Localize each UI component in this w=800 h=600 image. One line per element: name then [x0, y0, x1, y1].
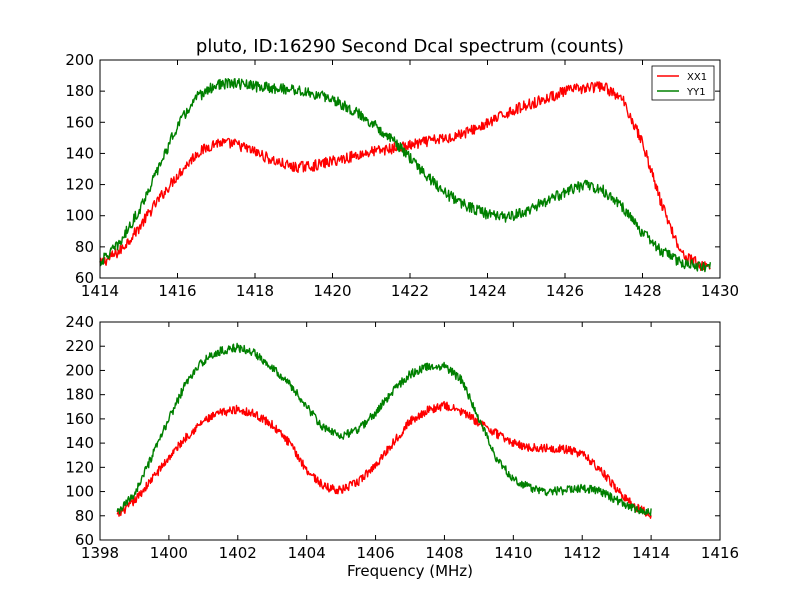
bottom-y-tick-label: 60: [75, 531, 94, 549]
bottom-x-tick-label: 1416: [701, 544, 739, 562]
bottom-axes-frame: [99, 321, 721, 541]
chart-title: pluto, ID:16290 Second Dcal spectrum (co…: [196, 36, 624, 57]
bottom-y-tick-label: 140: [65, 434, 94, 452]
bottom-y-tick-label: 160: [65, 410, 94, 428]
bottom-x-tick-label: 1398: [81, 544, 119, 562]
top-y-tick-label: 180: [65, 82, 94, 100]
bottom-x-tick-label: 1402: [219, 544, 257, 562]
bottom-plot-panel: 1398 1400 1402 1404 1406 1408 1410 1412 1414 1416…: [65, 313, 739, 562]
top-y-tick-label: 160: [65, 113, 94, 131]
top-y-tick-label: 80: [75, 238, 94, 256]
bottom-x-tick-label: 1408: [425, 544, 463, 562]
top-series-xx1-line: [99, 81, 711, 271]
bottom-x-tick-label: 1414: [632, 544, 670, 562]
top-x-tick-label: 1424: [468, 282, 506, 300]
top-plot-panel: 1414 1416 1418 1420 1422 1424 1426 1428 1430 60 80…: [65, 51, 739, 300]
top-x-tick-label: 1420: [313, 282, 351, 300]
top-y-tick-label: 60: [75, 269, 94, 287]
bottom-y-tick-label: 240: [65, 313, 94, 331]
bottom-x-tick-label: 1412: [563, 544, 601, 562]
bottom-y-tick-label: 200: [65, 361, 94, 379]
top-y-tick-label: 140: [65, 144, 94, 162]
bottom-x-tick-label: 1410: [494, 544, 532, 562]
bottom-x-tick-label: 1406: [356, 544, 394, 562]
bottom-y-tick-label: 100: [65, 483, 94, 501]
top-axes-frame: [99, 59, 721, 279]
top-x-tick-label: 1416: [158, 282, 196, 300]
top-y-tick-label: 120: [65, 176, 94, 194]
bottom-series-xx1-line: [116, 400, 652, 519]
legend-box: [651, 65, 715, 101]
bottom-x-tick-label: 1400: [150, 544, 188, 562]
top-x-tick-label: 1414: [81, 282, 119, 300]
top-x-tick-label: 1418: [236, 282, 274, 300]
bottom-y-tick-label: 120: [65, 458, 94, 476]
top-x-tick-label: 1430: [701, 282, 739, 300]
bottom-x-tick-label: 1404: [288, 544, 326, 562]
top-y-tick-label: 200: [65, 51, 94, 69]
bottom-y-tick-label: 180: [65, 386, 94, 404]
top-x-tick-label: 1428: [623, 282, 661, 300]
legend-label-yy1: YY1: [686, 87, 706, 98]
bottom-y-tick-label: 80: [75, 507, 94, 525]
top-x-tick-label: 1426: [546, 282, 584, 300]
top-x-tick-label: 1422: [391, 282, 429, 300]
top-y-tick-label: 100: [65, 207, 94, 225]
x-axis-label: Frequency (MHz): [347, 562, 473, 580]
bottom-y-tick-label: 220: [65, 337, 94, 355]
bottom-series-yy1-line: [116, 342, 652, 516]
top-series-yy1-line: [99, 77, 711, 273]
legend-label-xx1: XX1: [687, 72, 707, 83]
